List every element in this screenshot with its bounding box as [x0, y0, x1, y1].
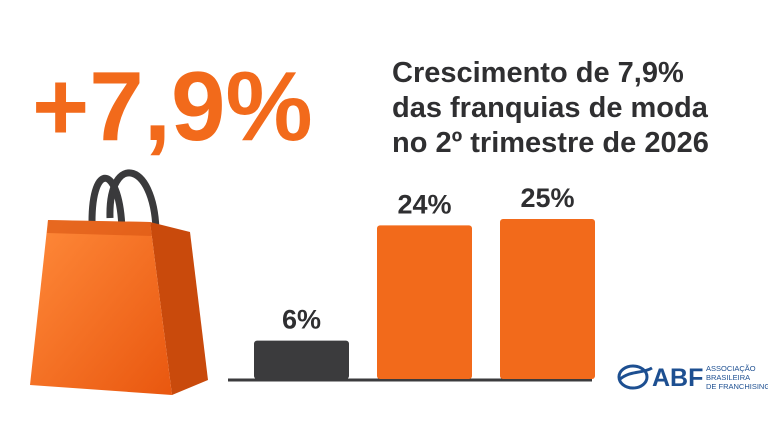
title-line: Crescimento de 7,9% [392, 57, 684, 89]
bar [377, 225, 472, 379]
logo-name: ABF [652, 364, 703, 392]
bar [500, 219, 595, 379]
logo-text: ASSOCIAÇÃO [706, 364, 756, 373]
title-line: no 2º trimestre de 2026 [392, 127, 709, 159]
value-label: 25% [520, 183, 574, 213]
value-label: 24% [397, 189, 451, 219]
logo-text: DE FRANCHISING [706, 382, 768, 391]
logo-text: BRASILEIRA [706, 373, 750, 382]
logo: ABF ASSOCIAÇÃO BRASILEIRA DE FRANCHISING [617, 364, 768, 392]
shopping-bag [30, 169, 208, 395]
headline: +7,9% [32, 51, 313, 161]
title: Crescimento de 7,9% das franquias de mod… [392, 57, 709, 159]
title-line: das franquias de moda [392, 92, 709, 124]
bar [254, 340, 349, 379]
value-label: 6% [282, 305, 321, 335]
